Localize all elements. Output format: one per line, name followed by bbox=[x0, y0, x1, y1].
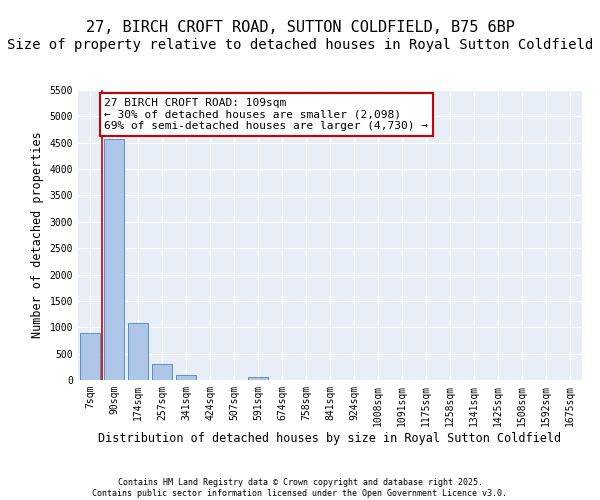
Text: Contains HM Land Registry data © Crown copyright and database right 2025.
Contai: Contains HM Land Registry data © Crown c… bbox=[92, 478, 508, 498]
Bar bbox=[248, 378, 268, 380]
Y-axis label: Number of detached properties: Number of detached properties bbox=[31, 132, 44, 338]
Bar bbox=[104, 138, 124, 380]
Text: Size of property relative to detached houses in Royal Sutton Coldfield: Size of property relative to detached ho… bbox=[7, 38, 593, 52]
Bar bbox=[128, 322, 148, 380]
Bar bbox=[80, 332, 100, 380]
Bar bbox=[152, 364, 172, 380]
X-axis label: Distribution of detached houses by size in Royal Sutton Coldfield: Distribution of detached houses by size … bbox=[98, 432, 562, 444]
Text: 27 BIRCH CROFT ROAD: 109sqm
← 30% of detached houses are smaller (2,098)
69% of : 27 BIRCH CROFT ROAD: 109sqm ← 30% of det… bbox=[104, 98, 428, 131]
Text: 27, BIRCH CROFT ROAD, SUTTON COLDFIELD, B75 6BP: 27, BIRCH CROFT ROAD, SUTTON COLDFIELD, … bbox=[86, 20, 514, 35]
Bar bbox=[176, 376, 196, 380]
